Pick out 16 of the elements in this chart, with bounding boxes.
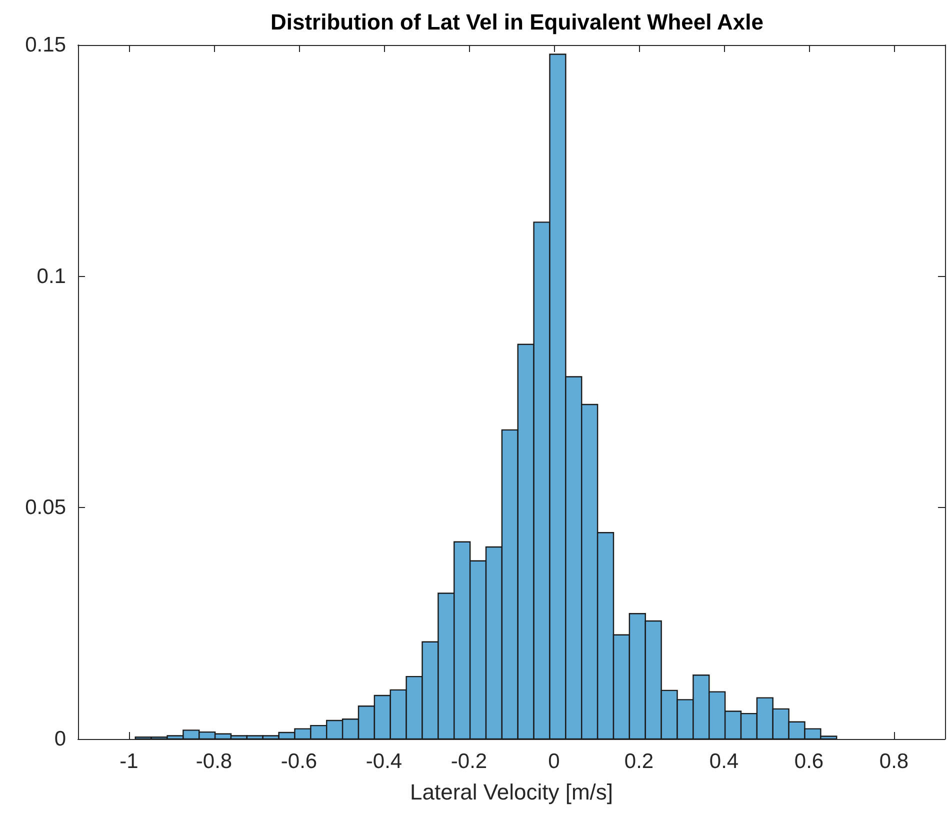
y-tick-label: 0.05 xyxy=(25,496,66,520)
y-tick-label: 0.1 xyxy=(36,264,66,288)
x-tick-label: -0.4 xyxy=(366,750,402,773)
y-tick-label: 0 xyxy=(54,728,66,750)
x-tick-label: 0.2 xyxy=(624,750,654,773)
x-tick-label: -0.8 xyxy=(196,750,232,773)
y-tick-label: 0.15 xyxy=(25,34,66,56)
x-tick-label: 0.6 xyxy=(794,750,824,773)
x-tick-label: 0.8 xyxy=(879,750,909,773)
x-tick-label: -0.6 xyxy=(280,750,318,773)
chart-title: Distribution of Lat Vel in Equivalent Wheel Axle xyxy=(270,10,764,34)
x-tick-label: -1 xyxy=(120,750,138,773)
x-tick-label: 0.4 xyxy=(709,750,739,773)
x-tick-label: -0.2 xyxy=(450,750,488,773)
x-tick-label: 0 xyxy=(548,750,560,773)
x-axis-title: Lateral Velocity [m/s] xyxy=(410,780,613,804)
